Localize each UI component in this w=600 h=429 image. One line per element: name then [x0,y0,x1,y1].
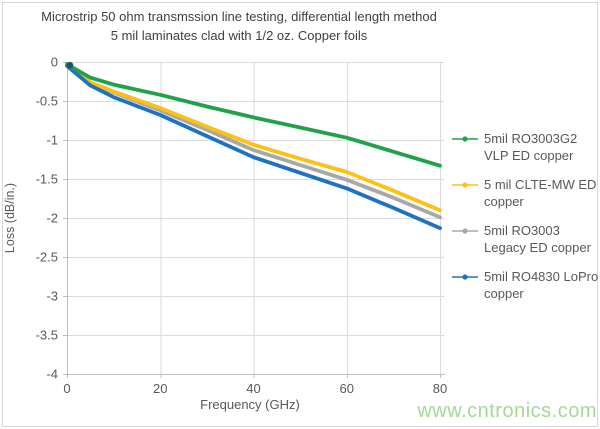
chart-legend: 5mil RO3003G2 VLP ED copper 5 mil CLTE-MW… [452,130,600,302]
svg-text:40: 40 [246,381,260,396]
series-line-4 [65,64,442,231]
series-line-2 [65,63,442,213]
legend-marker-icon [452,182,478,188]
series-start-marker-icon [66,61,74,69]
svg-text:-2: -2 [46,211,58,226]
chart-title-line2: 5 mil laminates clad with 1/2 oz. Copper… [110,28,368,43]
legend-item: 5mil RO3003G2 VLP ED copper [452,130,600,164]
svg-text:80: 80 [433,381,447,396]
y-tick-labels: 0 -0.5 -1 -1.5 -2 -2.5 -3 -3.5 -4 [36,55,58,382]
svg-text:20: 20 [153,381,167,396]
svg-text:-1.5: -1.5 [36,172,58,187]
svg-text:-2.5: -2.5 [36,250,58,265]
legend-item-label: 5 mil CLTE-MW ED copper [484,177,597,209]
svg-text:-1: -1 [46,133,58,148]
legend-item: 5mil RO3003 Legacy ED copper [452,222,600,256]
legend-item-label: 5mil RO3003 Legacy ED copper [484,223,591,255]
legend-marker-icon [452,228,478,234]
legend-item-label: 5mil RO3003G2 VLP ED copper [484,131,578,163]
svg-text:-4: -4 [46,367,58,382]
legend-marker-icon [452,274,478,280]
gridlines [67,62,444,375]
chart-title: Microstrip 50 ohm transmssion line testi… [0,7,478,45]
legend-item: 5mil RO4830 LoPro copper [452,268,600,302]
legend-item: 5 mil CLTE-MW ED copper [452,176,600,210]
x-tick-labels: 0 20 40 60 80 [63,381,447,396]
legend-item-label: 5mil RO4830 LoPro copper [484,269,599,301]
svg-text:60: 60 [340,381,354,396]
watermark-text: www.cntronics.com [417,400,597,422]
chart-title-line1: Microstrip 50 ohm transmssion line testi… [41,9,437,24]
legend-marker-icon [452,136,478,142]
svg-text:-3: -3 [46,289,58,304]
svg-text:0: 0 [63,381,70,396]
axis-lines [63,62,445,378]
y-axis-title: Loss (dB/in.) [3,183,17,253]
svg-text:-0.5: -0.5 [36,94,58,109]
x-axis-title: Frequency (GHz) [200,397,300,412]
series-line-1 [65,62,442,168]
svg-text:-3.5: -3.5 [36,328,58,343]
svg-text:0: 0 [51,55,58,70]
